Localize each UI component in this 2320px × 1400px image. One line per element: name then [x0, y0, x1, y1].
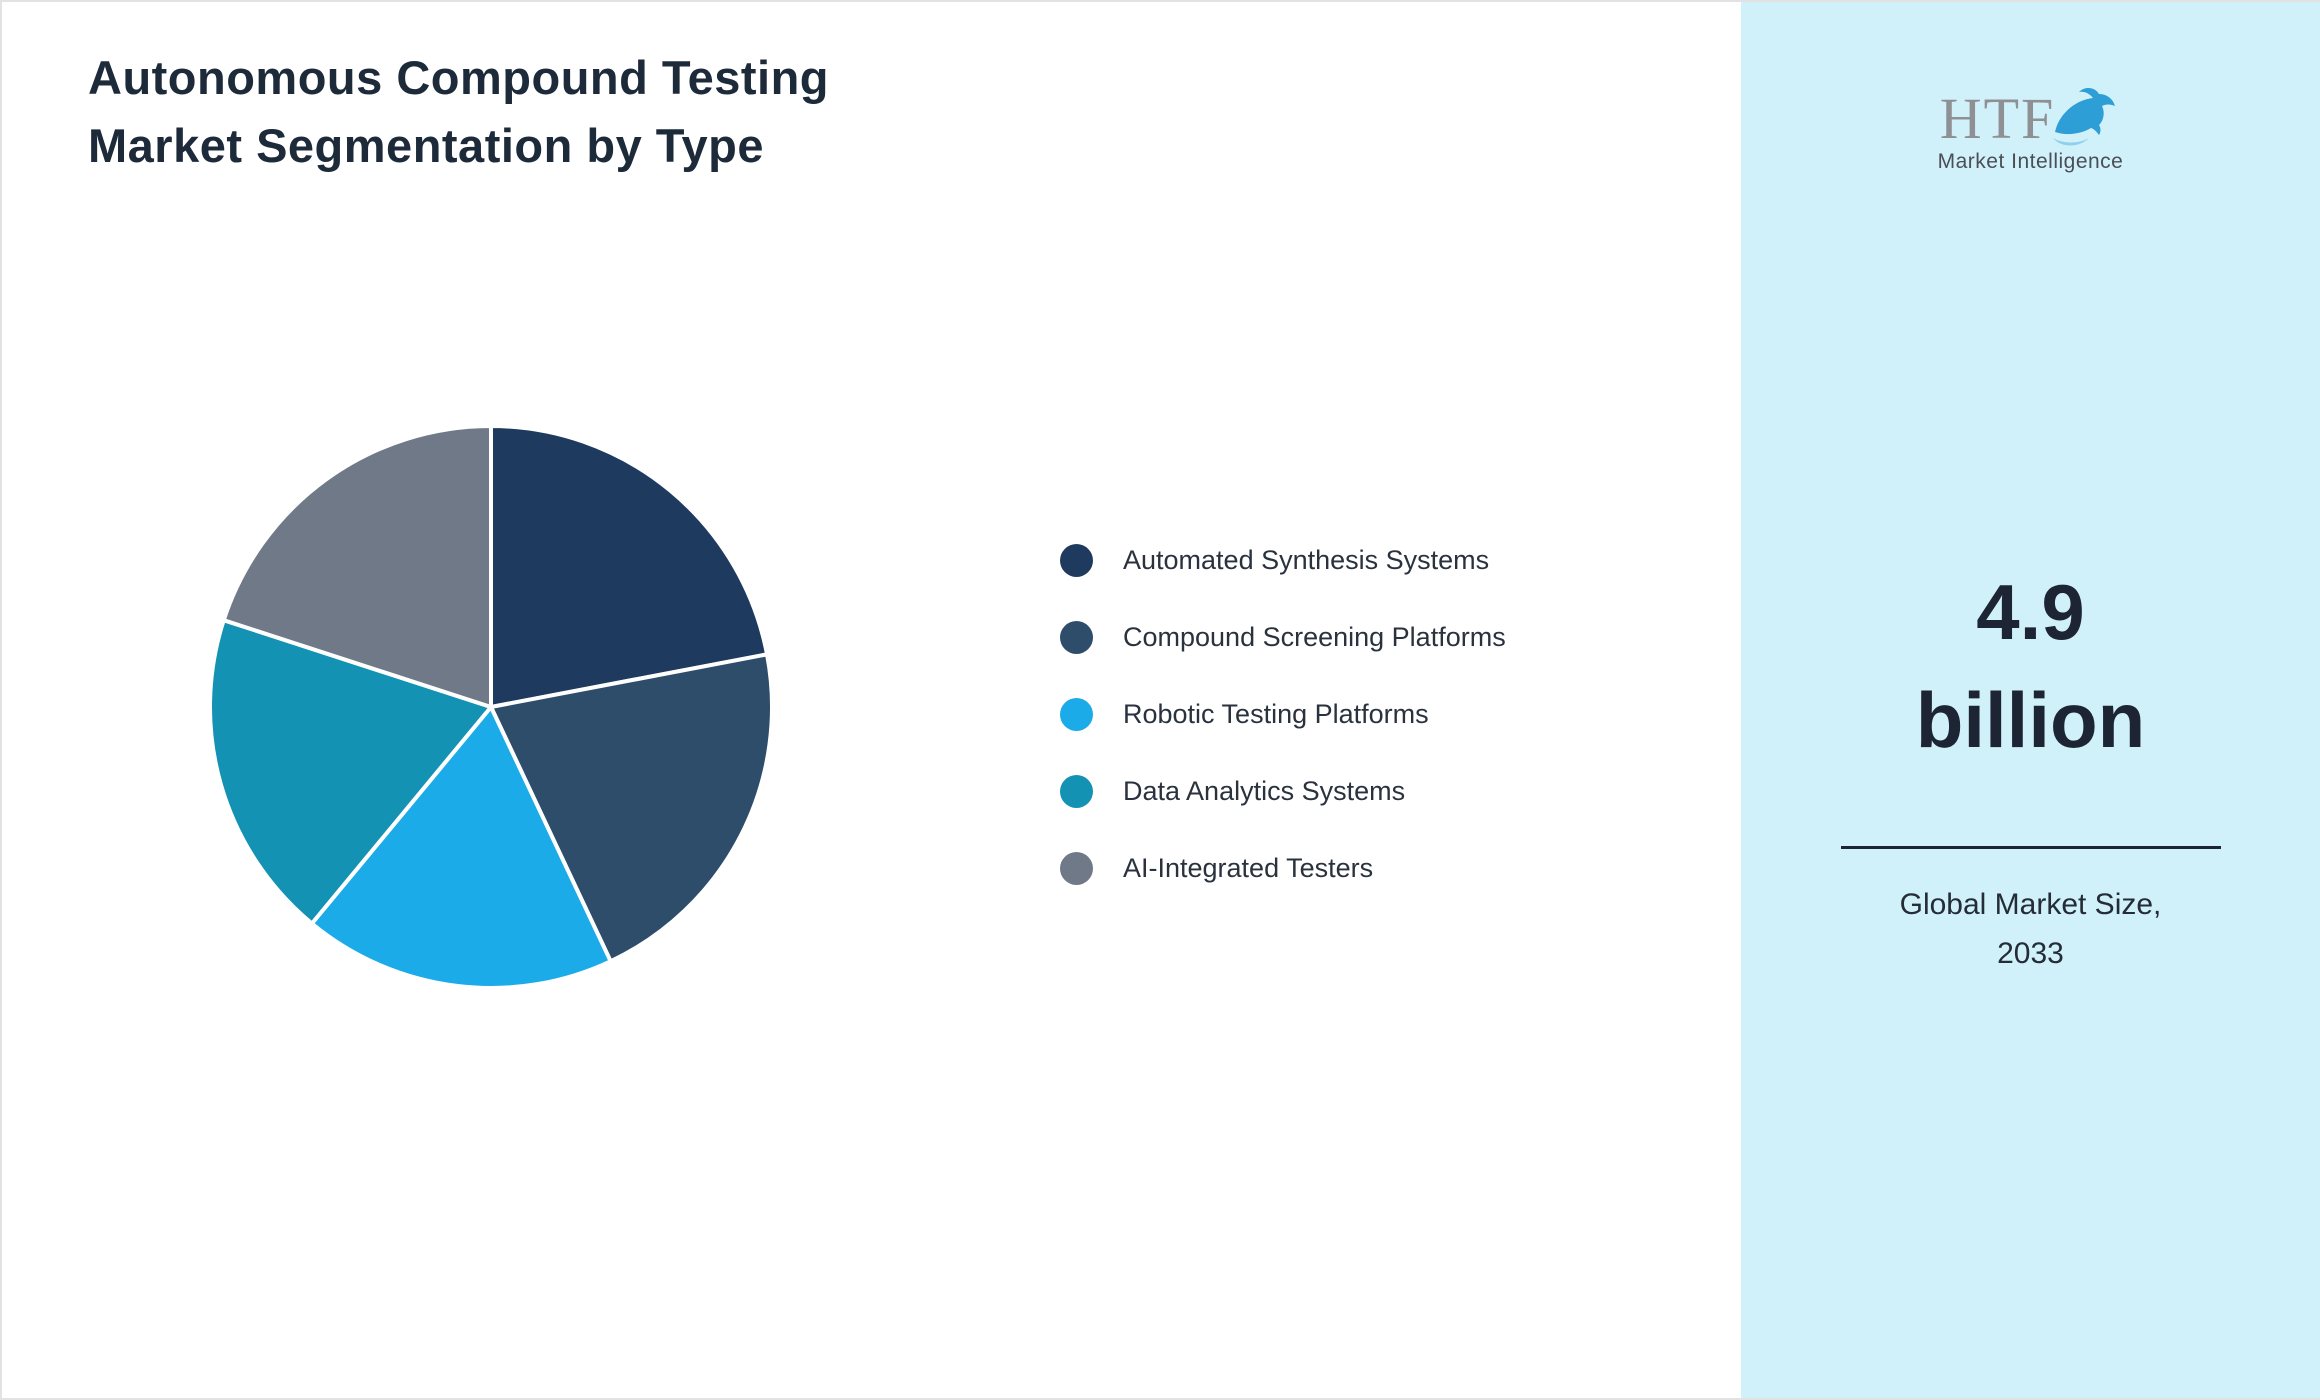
chart-legend: Automated Synthesis Systems Compound Scr… [1060, 538, 1506, 923]
htf-logo-row: HTF [1939, 86, 2122, 151]
legend-label: AI-Integrated Testers [1123, 852, 1374, 883]
legend-item: Robotic Testing Platforms [1060, 692, 1506, 736]
sidebar: HTF Market Intelligence 4.9 billion Glob… [1741, 2, 2320, 1398]
pie-slice [489, 652, 774, 964]
pie-slice [309, 705, 613, 990]
market-size-value: 4.9 billion [1741, 558, 2320, 774]
pie-slice [208, 618, 493, 926]
legend-swatch [1060, 697, 1093, 731]
legend-item: AI-Integrated Testers [1060, 846, 1506, 890]
divider [1841, 846, 2221, 849]
legend-swatch [1060, 774, 1093, 808]
legend-swatch [1060, 620, 1093, 654]
legend-item: Compound Screening Platforms [1060, 615, 1506, 659]
market-size-caption-line-1: Global Market Size, [1899, 888, 2162, 921]
page-title-line-1: Autonomous Compound Testing [88, 51, 830, 104]
legend-label: Automated Synthesis Systems [1123, 544, 1490, 575]
legend-item: Automated Synthesis Systems [1060, 538, 1506, 582]
page-title-line-2: Market Segmentation by Type [88, 119, 764, 172]
htf-logo-text: HTF [1939, 86, 2056, 151]
pie-slice [489, 424, 770, 709]
page-title: Autonomous Compound Testing Market Segme… [88, 44, 829, 180]
pie-chart-svg [208, 424, 774, 990]
legend-item: Data Analytics Systems [1060, 769, 1506, 813]
market-size-unit: billion [1915, 676, 2146, 764]
legend-swatch [1060, 543, 1093, 577]
htf-logo-subtext: Market Intelligence [1937, 150, 2124, 173]
pie-slice [221, 424, 493, 709]
dolphin-icon [2053, 88, 2116, 146]
market-size-caption-line-2: 2033 [1997, 937, 2064, 970]
legend-label: Compound Screening Platforms [1123, 621, 1506, 652]
market-size-number: 4.9 [1976, 568, 2085, 656]
legend-swatch [1060, 851, 1093, 885]
legend-label: Data Analytics Systems [1123, 775, 1406, 806]
market-size-caption: Global Market Size, 2033 [1741, 880, 2320, 978]
legend-label: Robotic Testing Platforms [1123, 698, 1429, 729]
pie-chart [206, 422, 776, 992]
htf-logo: HTF Market Intelligence [1741, 86, 2320, 174]
